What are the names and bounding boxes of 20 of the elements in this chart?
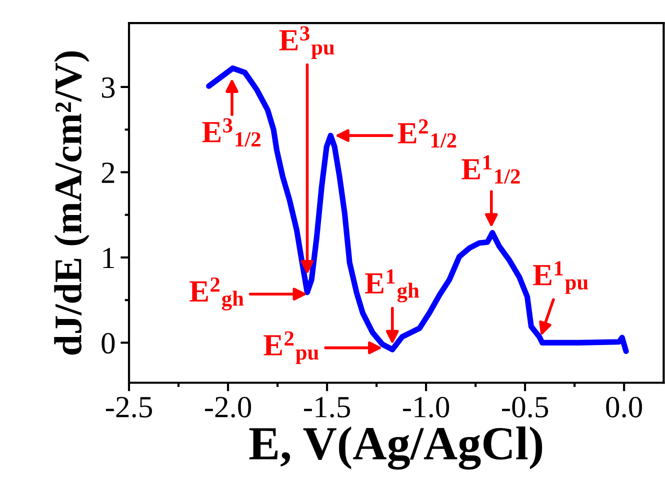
x-tick-label: -1.5 — [304, 396, 350, 418]
annotation: E$^{2}$$_{pu}$ — [264, 331, 319, 364]
x-tick-label: -1.0 — [402, 396, 450, 418]
x-tick-label: -2.5 — [106, 396, 152, 418]
annotation: E$^{3}$$_{1/2}$ — [202, 118, 260, 147]
annotation: E$^{3}$$_{pu}$ — [279, 26, 334, 59]
annotation: E$^{2}$$_{1/2}$ — [398, 119, 456, 148]
annotation: E$^{1}$$_{1/2}$ — [462, 155, 520, 184]
annotation: E$^{1}$$_{pu}$ — [533, 261, 588, 294]
x-tick-label: 0.0 — [606, 396, 642, 418]
x-tick-label: -2.0 — [204, 396, 252, 418]
x-axis-title: E, V(Ag/AgCl) — [249, 426, 542, 470]
x-tick-label: -0.5 — [502, 396, 548, 418]
y-axis-title: dJ/dE (mA/cm²/V) — [54, 51, 90, 355]
annotation: E$^{1}$$_{gh}$ — [365, 269, 420, 302]
y-tick-label: 0 — [102, 332, 115, 354]
annotation: E$^{2}$$_{gh}$ — [190, 277, 244, 310]
y-tick-label: 3 — [102, 77, 115, 98]
y-tick-label: 2 — [102, 162, 114, 183]
y-tick-label: 1 — [103, 248, 114, 268]
